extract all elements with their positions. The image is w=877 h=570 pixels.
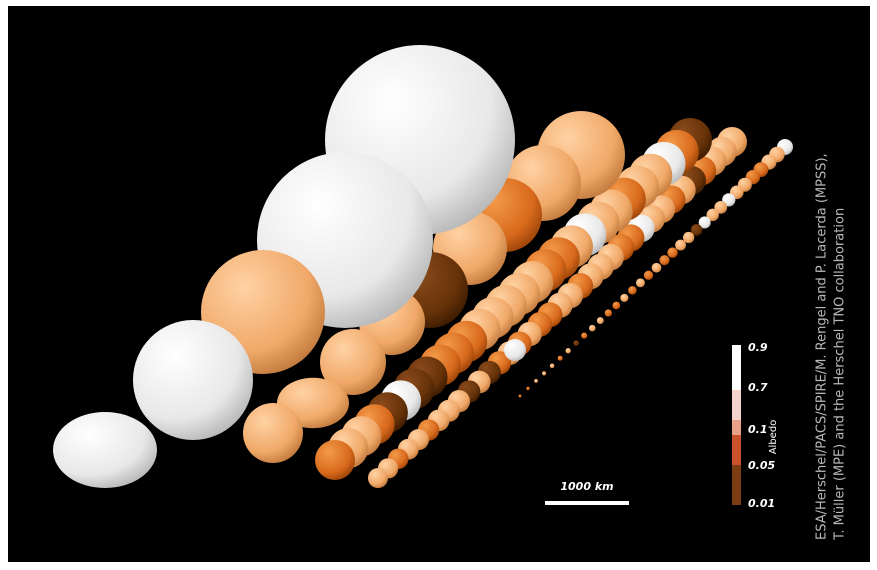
sphere <box>659 255 670 266</box>
sphere <box>589 324 596 332</box>
sphere <box>612 301 621 310</box>
sphere <box>315 440 355 480</box>
colorbar-segment <box>732 390 741 420</box>
sphere <box>706 208 719 222</box>
sphere <box>243 403 303 463</box>
credit-line: T. Müller (MPE) and the Herschel TNO col… <box>833 208 848 541</box>
sphere <box>581 332 588 339</box>
colorbar-segment <box>732 345 741 390</box>
credit-line: ESA/Herschel/PACS/SPIRE/M. Rengel and P.… <box>815 153 830 540</box>
colorbar-title: Albedo <box>768 420 779 455</box>
colorbar-segment <box>732 465 741 505</box>
sphere <box>683 231 695 244</box>
colorbar-label: 0.9 <box>748 341 768 354</box>
sphere <box>565 348 571 354</box>
sphere <box>628 286 637 295</box>
sphere <box>675 239 687 251</box>
sphere <box>651 262 662 273</box>
sphere <box>636 278 645 288</box>
colorbar-label: 0.01 <box>748 497 775 510</box>
scale-bar-label: 1000 km <box>560 480 613 493</box>
sphere <box>714 200 728 214</box>
sphere <box>557 355 563 361</box>
sphere <box>643 270 654 280</box>
colorbar-segment <box>732 420 741 435</box>
colorbar-label: 0.05 <box>748 459 775 472</box>
sphere <box>604 309 612 317</box>
sphere <box>133 320 253 440</box>
sphere <box>368 468 388 488</box>
sphere <box>698 216 711 229</box>
sphere <box>526 386 530 391</box>
colorbar-label: 0.7 <box>748 381 768 394</box>
sphere <box>573 340 580 347</box>
sphere <box>549 363 555 369</box>
spheres <box>53 45 793 488</box>
sphere <box>534 379 538 383</box>
sphere <box>53 412 157 488</box>
sphere <box>667 247 678 258</box>
sphere <box>504 339 526 361</box>
sphere <box>620 293 629 302</box>
sphere <box>518 394 522 398</box>
sphere <box>320 329 386 395</box>
sphere <box>542 371 547 376</box>
colorbar-label: 0.1 <box>748 423 768 436</box>
scale-bar <box>545 501 629 505</box>
sphere <box>596 317 604 325</box>
sphere <box>690 224 703 236</box>
colorbar-segment <box>732 435 741 465</box>
